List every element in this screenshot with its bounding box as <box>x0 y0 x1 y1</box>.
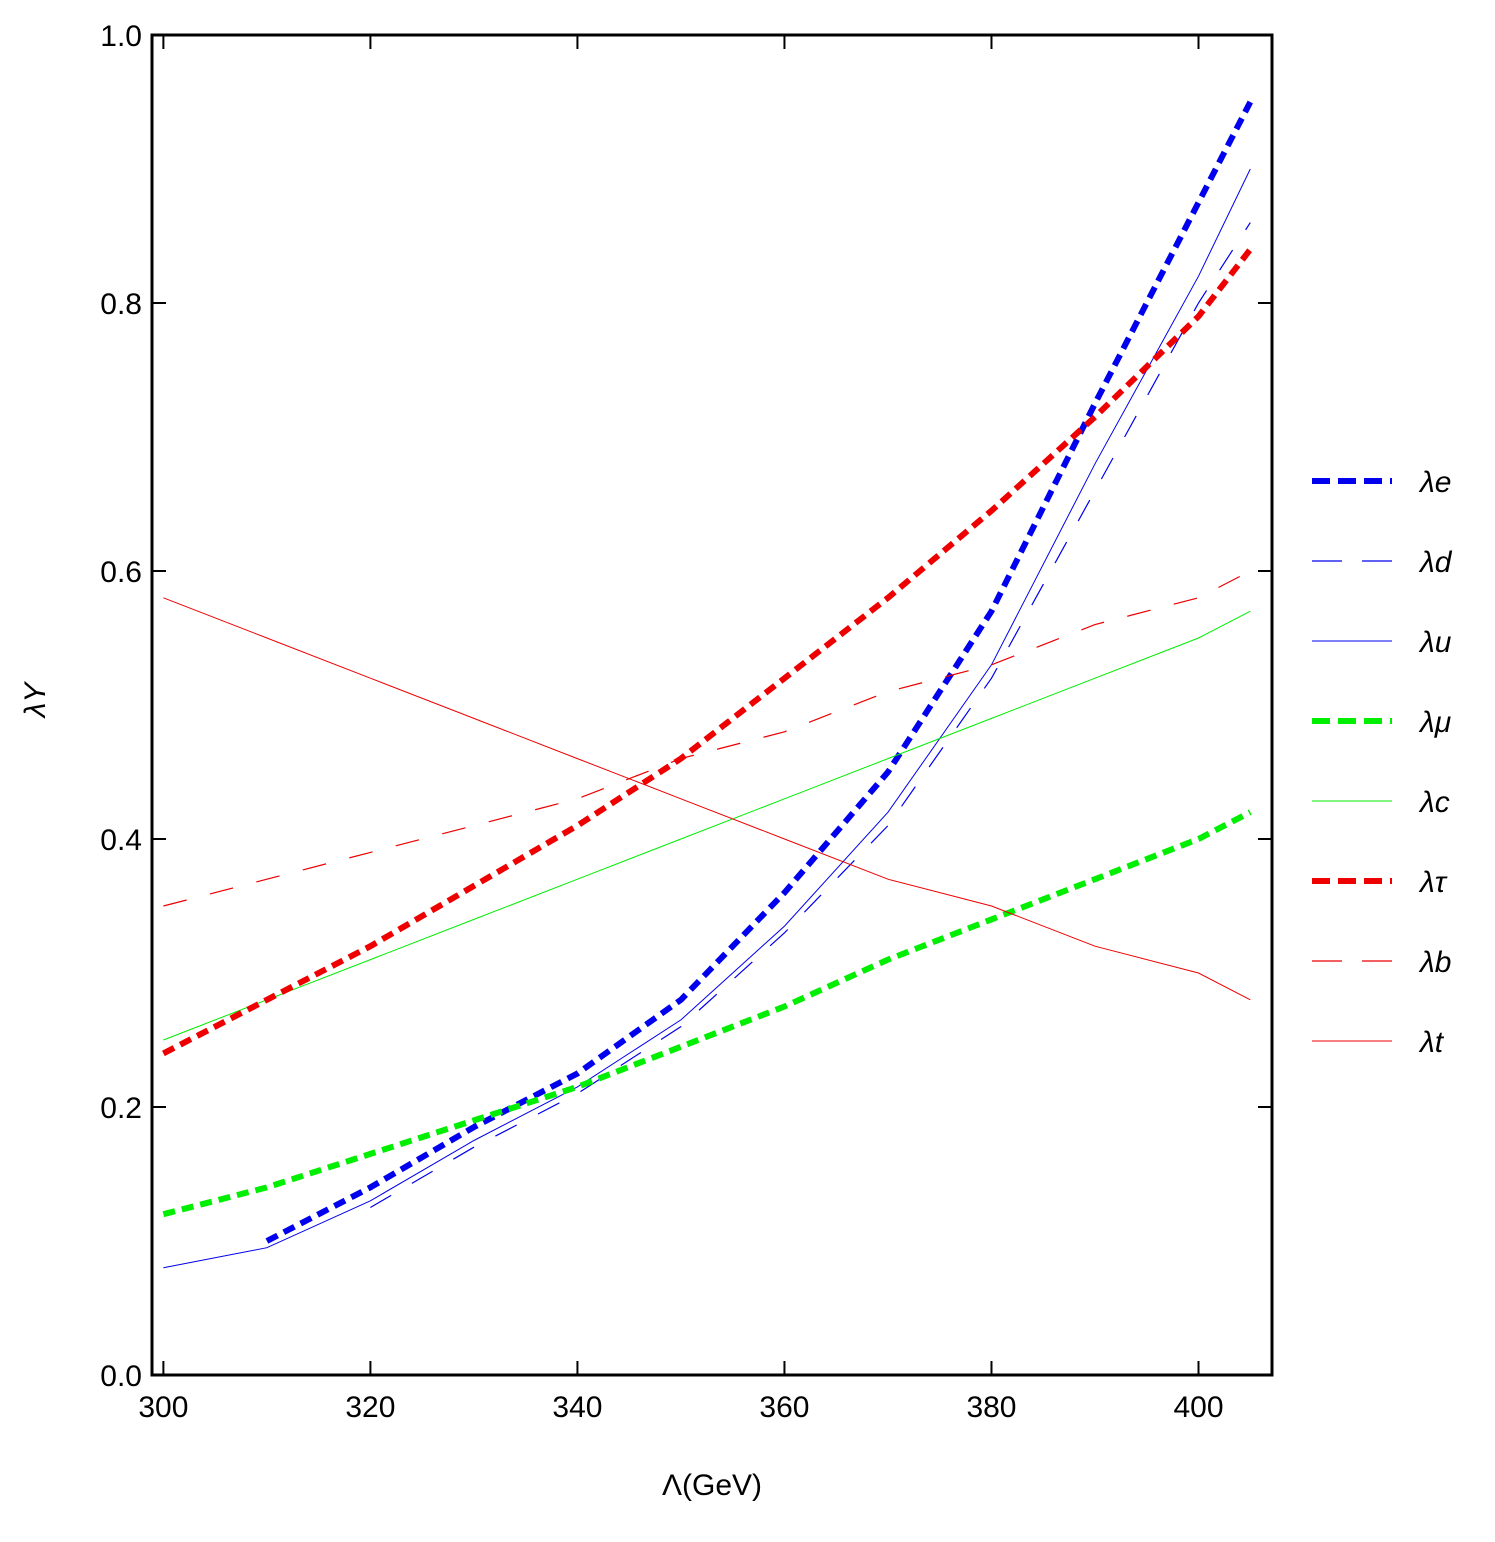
y-tick-label: 0.4 <box>100 824 142 857</box>
series-line <box>265 100 1253 1244</box>
x-tick-label: 400 <box>1173 1391 1223 1424</box>
legend-label: λc <box>1418 786 1450 819</box>
x-tick-label: 320 <box>345 1391 395 1424</box>
legend-label: λd <box>1418 546 1453 579</box>
legend-label: λb <box>1418 946 1451 979</box>
y-tick-label: 0.8 <box>100 288 142 321</box>
plot-frame <box>150 33 1274 1377</box>
x-tick-label: 340 <box>552 1391 602 1424</box>
legend-label: λe <box>1418 466 1451 499</box>
series-line <box>163 168 1251 1269</box>
y-tick-label: 0.2 <box>100 1092 142 1125</box>
y-tick-label: 0.0 <box>100 1360 142 1393</box>
series-line <box>163 597 1251 1001</box>
y-tick-label: 1.0 <box>100 20 142 53</box>
legend-label: λμ <box>1418 706 1451 739</box>
y-tick-label: 0.6 <box>100 556 142 589</box>
x-tick-label: 300 <box>138 1391 188 1424</box>
legend-label: λt <box>1418 1026 1445 1059</box>
x-axis-label: Λ(GeV) <box>662 1469 762 1502</box>
series-line <box>163 570 1251 907</box>
series-line <box>162 809 1252 1218</box>
x-tick-label: 380 <box>966 1391 1016 1424</box>
legend-label: λτ <box>1418 866 1448 899</box>
x-tick-label: 360 <box>759 1391 809 1424</box>
y-axis-label: λY <box>19 681 52 720</box>
legend-label: λu <box>1418 626 1452 659</box>
series-line <box>370 222 1251 1209</box>
series-line <box>162 247 1253 1057</box>
